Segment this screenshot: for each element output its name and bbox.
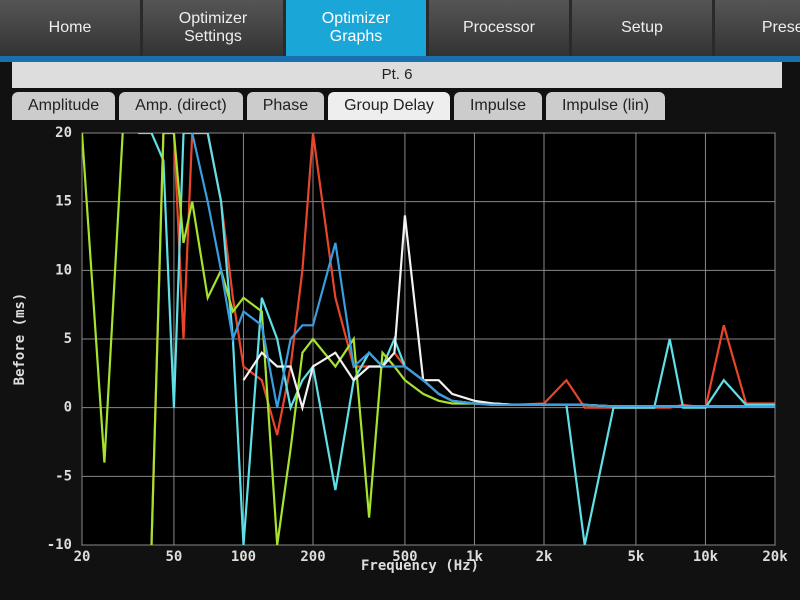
series-line (191, 133, 775, 408)
nav-tab[interactable]: Optimizer Graphs (286, 0, 426, 56)
y-tick-label: 5 (64, 331, 72, 347)
nav-tab[interactable]: Processor (429, 0, 569, 56)
x-tick-label: 5k (627, 549, 644, 565)
x-tick-label: 10k (693, 549, 719, 565)
y-tick-label: 20 (55, 125, 72, 141)
x-axis-label: Frequency (Hz) (361, 558, 479, 574)
graph-tab[interactable]: Group Delay (328, 92, 450, 120)
plot-lines (82, 133, 775, 545)
graph-tab[interactable]: Impulse (lin) (545, 92, 666, 120)
x-tick-label: 500 (392, 549, 417, 565)
x-tick-label: 50 (165, 549, 182, 565)
x-tick-label: 1k (466, 549, 483, 565)
subheader: Pt. 6 (12, 62, 782, 88)
x-tick-label: 200 (300, 549, 325, 565)
x-tick-label: 20k (762, 549, 788, 565)
series-line (82, 133, 124, 463)
y-tick-label: 15 (55, 194, 72, 210)
nav-bar: Home Optimizer Settings Optimizer Graphs Pr… (0, 0, 800, 56)
y-tick-label: -10 (47, 537, 72, 553)
divider (0, 56, 800, 62)
x-tick-label: 100 (231, 549, 256, 565)
graph-tab[interactable]: Impulse (453, 92, 542, 120)
nav-tab[interactable]: Setup (572, 0, 712, 56)
nav-tab[interactable]: Home (0, 0, 140, 56)
chart: Frequency (Hz) Before (ms) -10 -5 0 5 10 15 20… (12, 125, 788, 574)
nav-tab[interactable]: Optimizer Settings (143, 0, 283, 56)
graph-tab[interactable]: Phase (246, 92, 325, 120)
graph-tab[interactable]: Amp. (direct) (119, 92, 243, 120)
x-tick-label: 2k (536, 549, 553, 565)
y-axis-label: Before (ms) (12, 293, 28, 386)
graph-tabs: Amplitude Amp. (direct) Phase Group Delay Im… (12, 92, 800, 120)
y-tick-label: 10 (55, 262, 72, 278)
y-tick-label: -5 (55, 468, 72, 484)
x-tick-label: 20 (74, 549, 91, 565)
graph-tab[interactable]: Amplitude (12, 92, 116, 120)
y-tick-label: 0 (64, 400, 72, 416)
nav-tab[interactable]: Preset (715, 0, 800, 56)
